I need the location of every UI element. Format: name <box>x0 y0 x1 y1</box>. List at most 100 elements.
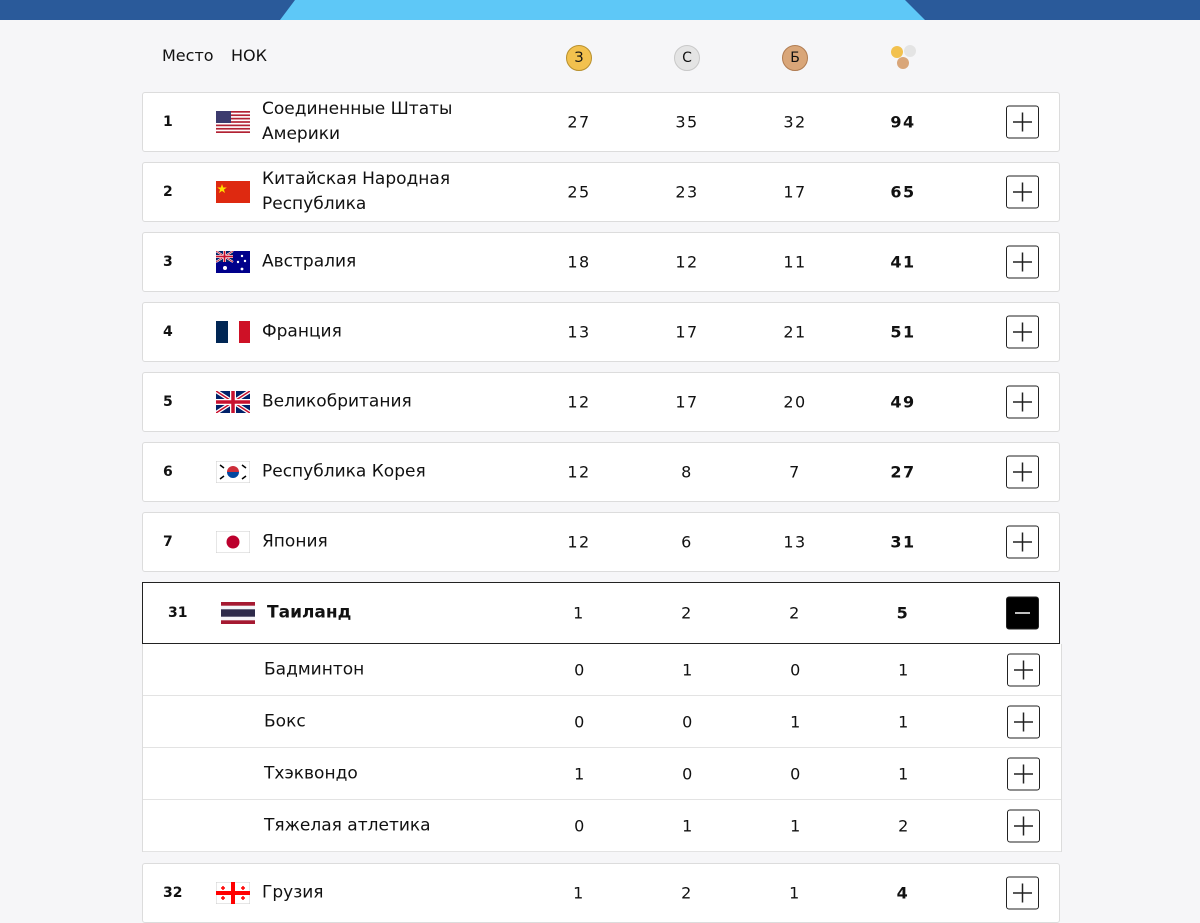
sport-name: Бадминтон <box>264 659 365 679</box>
gold-count: 1 <box>574 764 586 783</box>
gold-count: 1 <box>573 603 585 623</box>
medal-row[interactable]: 6 Республика Корея 12 8 7 27 <box>142 442 1060 502</box>
expand-button[interactable] <box>1006 385 1039 419</box>
bronze-count: 21 <box>783 322 807 342</box>
country-name: Австралия <box>262 251 357 272</box>
expand-button[interactable] <box>1007 653 1040 686</box>
expand-button[interactable] <box>1006 455 1039 489</box>
total-count: 2 <box>898 816 910 835</box>
bronze-count: 20 <box>783 392 807 412</box>
flag <box>216 251 250 273</box>
bronze-count: 13 <box>783 532 807 552</box>
country-name: Таиланд <box>267 602 352 623</box>
header-silver[interactable]: С <box>674 45 700 71</box>
flag <box>216 882 250 904</box>
expand-button[interactable] <box>1006 315 1039 349</box>
sport-name: Тхэквондо <box>264 763 358 783</box>
sport-name: Тяжелая атлетика <box>264 815 431 835</box>
bronze-count: 32 <box>783 112 807 132</box>
medal-row[interactable]: 31 Таиланд 1 2 2 5 <box>142 582 1060 644</box>
medal-row[interactable]: 7 Япония 12 6 13 31 <box>142 512 1060 572</box>
medal-row[interactable]: 32 Грузия 1 2 1 4 <box>142 863 1060 923</box>
silver-count: 0 <box>682 764 694 783</box>
header-total-icon[interactable] <box>889 44 919 70</box>
header-rank[interactable]: Место <box>162 46 214 65</box>
gold-count: 12 <box>567 462 591 482</box>
gold-count: 12 <box>567 532 591 552</box>
country-name: Великобритания <box>262 391 412 412</box>
gold-count: 18 <box>567 252 591 272</box>
medal-row[interactable]: 3 Австралия 18 12 11 41 <box>142 232 1060 292</box>
header-noc[interactable]: НОК <box>231 46 267 65</box>
header-gold[interactable]: З <box>566 45 592 71</box>
bronze-count: 1 <box>789 883 801 903</box>
rank: 4 <box>163 324 173 340</box>
total-count: 49 <box>890 392 916 412</box>
sport-row: Тхэквондо 1 0 0 1 <box>143 748 1061 800</box>
expand-button[interactable] <box>1006 525 1039 559</box>
rank: 7 <box>163 534 173 550</box>
expand-button[interactable] <box>1006 105 1039 139</box>
flag <box>216 181 250 203</box>
country-name: Соединенные Штаты Америки <box>262 99 453 144</box>
collapse-button[interactable] <box>1006 596 1039 630</box>
bronze-count: 0 <box>790 660 802 679</box>
total-count: 41 <box>890 252 916 272</box>
country-name: Республика Корея <box>262 461 426 482</box>
medal-row[interactable]: 2 Китайская Народная Республика 25 23 17 65 <box>142 162 1060 222</box>
total-count: 31 <box>890 532 916 552</box>
sport-row: Бокс 0 0 1 1 <box>143 696 1061 748</box>
silver-count: 1 <box>682 816 694 835</box>
country-name: Грузия <box>262 882 324 903</box>
sport-list: Бадминтон 0 1 0 1 Бокс 0 0 1 1 Тхэквондо 1 0 0 1 Тяжела… <box>142 644 1062 852</box>
bronze-count: 17 <box>783 182 807 202</box>
header-bronze[interactable]: Б <box>782 45 808 71</box>
gold-count: 1 <box>573 883 585 903</box>
sport-row: Бадминтон 0 1 0 1 <box>143 644 1061 696</box>
silver-count: 0 <box>682 712 694 731</box>
rank: 2 <box>163 184 173 200</box>
expand-button[interactable] <box>1006 876 1039 910</box>
total-count: 1 <box>898 764 910 783</box>
expand-button[interactable] <box>1007 757 1040 790</box>
flag <box>216 461 250 483</box>
silver-count: 35 <box>675 112 699 132</box>
rank: 6 <box>163 464 173 480</box>
total-count: 4 <box>896 883 910 903</box>
bronze-count: 11 <box>783 252 807 272</box>
rank: 1 <box>163 114 173 130</box>
country-name: Китайская Народная Республика <box>262 169 451 214</box>
country-name: Япония <box>262 531 328 552</box>
sport-name: Бокс <box>264 711 306 731</box>
flag <box>216 321 250 343</box>
gold-count: 0 <box>574 816 586 835</box>
bronze-count: 7 <box>789 462 801 482</box>
flag <box>216 391 250 413</box>
flag <box>216 111 250 133</box>
medal-row[interactable]: 1 Соединенные Штаты Америки 27 35 32 94 <box>142 92 1060 152</box>
gold-count: 25 <box>567 182 591 202</box>
total-count: 5 <box>896 603 910 623</box>
rank: 32 <box>163 885 183 901</box>
rank: 5 <box>163 394 173 410</box>
total-count: 1 <box>898 660 910 679</box>
bronze-count: 1 <box>790 712 802 731</box>
medal-row[interactable]: 4 Франция 13 17 21 51 <box>142 302 1060 362</box>
medal-row[interactable]: 5 Великобритания 12 17 20 49 <box>142 372 1060 432</box>
rank: 3 <box>163 254 173 270</box>
flag <box>216 531 250 553</box>
bronze-count: 2 <box>789 603 801 623</box>
silver-count: 17 <box>675 322 699 342</box>
expand-button[interactable] <box>1006 175 1039 209</box>
silver-count: 8 <box>681 462 693 482</box>
total-count: 51 <box>890 322 916 342</box>
total-count: 94 <box>890 112 916 132</box>
flag <box>221 602 255 624</box>
silver-count: 23 <box>675 182 699 202</box>
expand-button[interactable] <box>1007 705 1040 738</box>
country-name: Франция <box>262 321 342 342</box>
rank: 31 <box>168 605 188 621</box>
expand-button[interactable] <box>1007 809 1040 842</box>
expand-button[interactable] <box>1006 245 1039 279</box>
